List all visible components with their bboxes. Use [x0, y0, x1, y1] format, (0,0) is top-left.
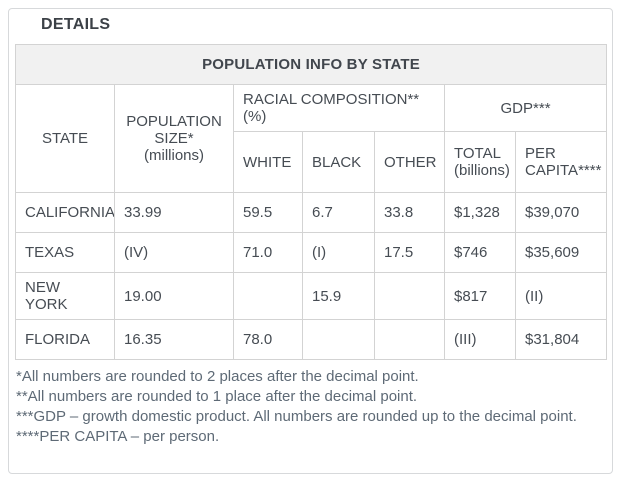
details-panel: DETAILS POPULATION INFO BY STATE STATE P…	[8, 8, 613, 474]
table-title: POPULATION INFO BY STATE	[14, 44, 608, 85]
cell-black: 6.7	[302, 192, 375, 233]
footnote-racial-composition: **All numbers are rounded to 1 place aft…	[16, 388, 418, 405]
footnote-population: *All numbers are rounded to 2 places aft…	[16, 368, 419, 385]
column-header-gdp-total: TOTAL (billions)	[444, 131, 516, 193]
column-header-gdp-per-capita: PER CAPITA****	[514, 131, 608, 193]
table-group-header-row: STATE POPULATION SIZE* (millions) RACIAL…	[15, 84, 608, 193]
table-row-california: CALIFORNIA 33.99 59.5 6.7 33.8 $1,328 $3…	[15, 192, 608, 233]
cell-state: NEW YORK	[15, 272, 115, 320]
footnote-gdp: ***GDP – growth domestic product. All nu…	[16, 408, 577, 425]
cell-state: TEXAS	[15, 232, 115, 273]
table-row-new-york: NEW YORK 19.00 15.9 $817 (II)	[15, 272, 608, 320]
table-row-texas: TEXAS (IV) 71.0 (I) 17.5 $746 $35,609	[15, 232, 608, 273]
cell-state: CALIFORNIA	[15, 192, 115, 233]
column-group-racial-composition: RACIAL COMPOSITION** (%)	[233, 84, 445, 132]
cell-gdp-total: $1,328	[444, 192, 516, 233]
footnote-per-capita: ****PER CAPITA – per person.	[16, 428, 220, 445]
cell-other	[374, 319, 445, 360]
column-header-white: WHITE	[233, 131, 303, 193]
table-row-florida: FLORIDA 16.35 78.0 (III) $31,804	[15, 319, 608, 360]
cell-white: 71.0	[233, 232, 303, 273]
cell-population-size: 16.35	[114, 319, 234, 360]
cell-population-size: (IV)	[114, 232, 234, 273]
column-header-state: STATE	[15, 84, 115, 193]
column-header-population-size: POPULATION SIZE* (millions)	[114, 84, 234, 193]
cell-black: 15.9	[302, 272, 375, 320]
cell-population-size: 33.99	[114, 192, 234, 233]
cell-gdp-per-capita: $31,804	[514, 319, 608, 360]
cell-white	[233, 272, 303, 320]
column-header-other: OTHER	[374, 131, 445, 193]
cell-gdp-per-capita: $39,070	[514, 192, 608, 233]
cell-black: (I)	[302, 232, 375, 273]
cell-other: 33.8	[374, 192, 445, 233]
cell-gdp-total: $817	[444, 272, 516, 320]
cell-state: FLORIDA	[15, 319, 115, 360]
column-header-black: BLACK	[302, 131, 375, 193]
cell-other	[374, 272, 445, 320]
cell-gdp-total: (III)	[444, 319, 516, 360]
cell-gdp-per-capita: $35,609	[514, 232, 608, 273]
footnotes: *All numbers are rounded to 2 places aft…	[16, 367, 581, 447]
cell-white: 78.0	[233, 319, 303, 360]
column-group-gdp: GDP***	[443, 84, 608, 132]
cell-population-size: 19.00	[114, 272, 234, 320]
table-title-row: POPULATION INFO BY STATE	[14, 44, 608, 85]
population-info-table: POPULATION INFO BY STATE STATE POPULATIO…	[14, 44, 608, 360]
cell-white: 59.5	[233, 192, 303, 233]
cell-gdp-per-capita: (II)	[514, 272, 608, 320]
panel-title: DETAILS	[41, 16, 111, 33]
cell-gdp-total: $746	[444, 232, 516, 273]
cell-black	[302, 319, 375, 360]
cell-other: 17.5	[374, 232, 445, 273]
table-sub-header-row: WHITE BLACK OTHER TOTAL (billions) PER C…	[16, 131, 608, 193]
